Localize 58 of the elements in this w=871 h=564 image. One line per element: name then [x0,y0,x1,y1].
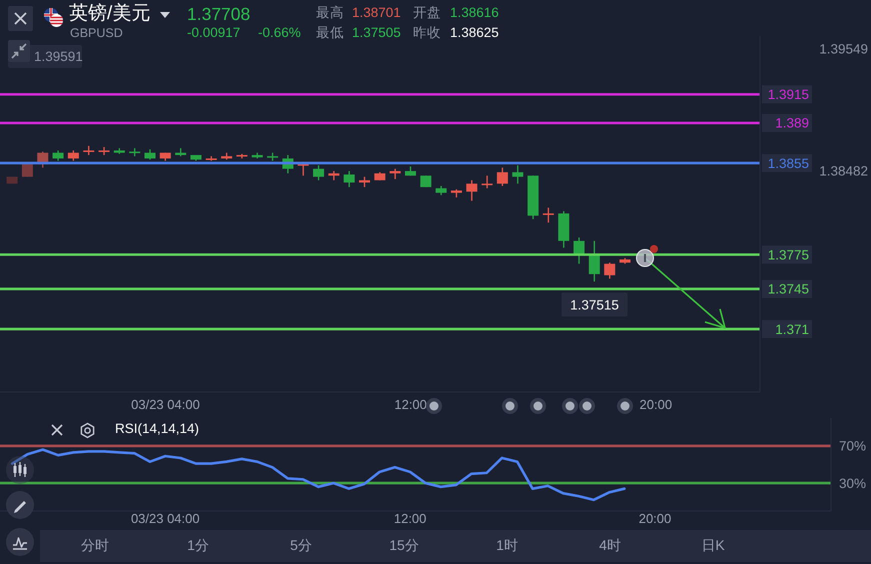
text: 1时 [496,537,518,553]
x-tick-label: 20:00 [638,511,672,526]
ref-line-label: 1.3915 [768,87,809,102]
candlestick [542,207,554,224]
y-tick-label: 30% [838,476,866,491]
x-tick-label: 12:00 [394,397,427,412]
candlestick [436,185,447,196]
candlestick [68,150,79,162]
annotation: 1.37505 [352,25,401,40]
ref-line-label: 1.3775 [768,247,809,262]
annotation: 1.37515 [570,297,619,312]
chart-subtitle: GBPUSD [70,26,123,40]
annotation: 1.39591 [34,49,83,64]
ref-line-label: 1.371 [775,322,809,337]
candlestick [482,175,493,189]
annotation: -0.66% [258,25,301,40]
text: 5分 [290,537,312,553]
text: 日K [701,537,725,553]
annotation: 最低 [316,25,344,40]
candlestick [512,164,524,184]
y-tick-label: 70% [838,438,866,454]
ref-line-label: 1.389 [775,116,809,131]
x-tick-label: 20:00 [640,397,672,412]
annotation: 1.38625 [450,25,499,40]
candlestick [588,240,600,282]
y-tick-label: 1.39549 [819,41,868,56]
text: 最高 [316,5,344,20]
chart-title: RSI(14,14,14) [115,421,200,436]
text: 1.38616 [450,5,499,20]
text: 分时 [81,537,109,553]
candlestick [52,150,64,162]
candlestick [313,164,324,181]
text: 开盘 [413,5,441,20]
ref-line-label: 1.3745 [768,282,809,297]
y-tick-label: 1.38482 [819,164,868,179]
candlestick [390,168,401,180]
candlestick [604,262,616,280]
candlestick [129,148,140,157]
chart-title: 英镑/美元 [69,3,150,24]
annotation: -0.00917 [187,25,240,40]
candlestick [359,176,370,188]
candlestick [496,166,508,187]
x-tick-label: 12:00 [394,511,426,526]
text: 1.38701 [352,5,401,20]
x-tick-label: 03/23 04:00 [130,511,200,526]
candlestick [83,145,94,156]
candlestick [574,236,585,264]
candlestick [144,148,156,160]
text: 15分 [389,537,419,553]
ref-line-label: 1.3855 [768,156,809,171]
candlestick [466,180,478,202]
text: 1分 [187,537,209,553]
text: 1.37708 [187,4,250,24]
annotation: 昨收 [413,25,441,40]
candlestick [344,170,355,188]
candlestick [22,164,33,178]
x-tick-label: 03/23 04:00 [131,397,200,412]
text: 4时 [599,537,621,553]
